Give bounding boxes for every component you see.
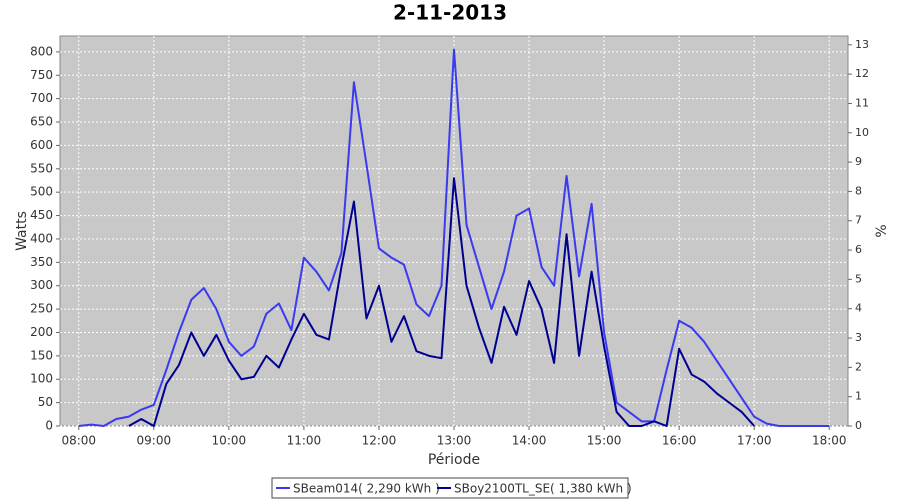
y2-tick-label: 11 [855,96,869,109]
x-tick-label: 11:00 [287,434,322,448]
y-tick-label: 700 [30,91,53,105]
x-tick-label: 18:00 [812,434,847,448]
x-tick-label: 13:00 [437,434,472,448]
y2-tick-label: 10 [855,126,869,139]
y2-tick-label: 7 [855,214,862,227]
y-tick-label: 0 [45,419,53,433]
y-tick-label: 150 [30,348,53,362]
y2-tick-label: 13 [855,38,869,51]
y-tick-label: 800 [30,44,53,58]
x-tick-label: 08:00 [61,434,96,448]
y2-tick-label: 4 [855,302,862,315]
y2-axis-label: % [874,224,890,237]
series-line [128,177,755,427]
y2-tick-label: 2 [855,360,862,373]
y2-tick-label: 9 [855,155,862,168]
x-tick-label: 16:00 [662,434,697,448]
y-tick-label: 750 [30,68,53,82]
x-tick-label: 14:00 [512,434,547,448]
y2-tick-label: 12 [855,67,869,80]
y2-tick-label: 0 [855,419,862,432]
x-tick-label: 09:00 [137,434,172,448]
y-tick-label: 500 [30,185,53,199]
legend-label: SBeam014( 2,290 kWh ) [293,482,440,496]
legend-label: SBoy2100TL_SE( 1,380 kWh ) [454,482,632,496]
x-axis-label: Période [428,452,480,468]
y2-tick-label: 8 [855,184,862,197]
y-tick-label: 250 [30,302,53,316]
y2-tick-label: 6 [855,243,862,256]
y-tick-label: 200 [30,325,53,339]
y-tick-label: 300 [30,278,53,292]
y2-tick-label: 3 [855,331,862,344]
y-tick-label: 450 [30,208,53,222]
x-tick-label: 12:00 [362,434,397,448]
y-tick-label: 350 [30,255,53,269]
y-tick-label: 400 [30,231,53,245]
y2-tick-label: 5 [855,272,862,285]
y2-tick-label: 1 [855,390,862,403]
y-tick-label: 600 [30,138,53,152]
y-tick-label: 550 [30,161,53,175]
chart-title: 2-11-2013 [393,1,507,25]
x-tick-label: 17:00 [737,434,772,448]
y-tick-label: 50 [38,395,53,409]
y-tick-label: 650 [30,115,53,129]
x-tick-label: 15:00 [587,434,622,448]
series-line [78,48,830,427]
y-tick-label: 100 [30,372,53,386]
y-axis-label: Watts [14,211,30,251]
x-tick-label: 10:00 [212,434,247,448]
